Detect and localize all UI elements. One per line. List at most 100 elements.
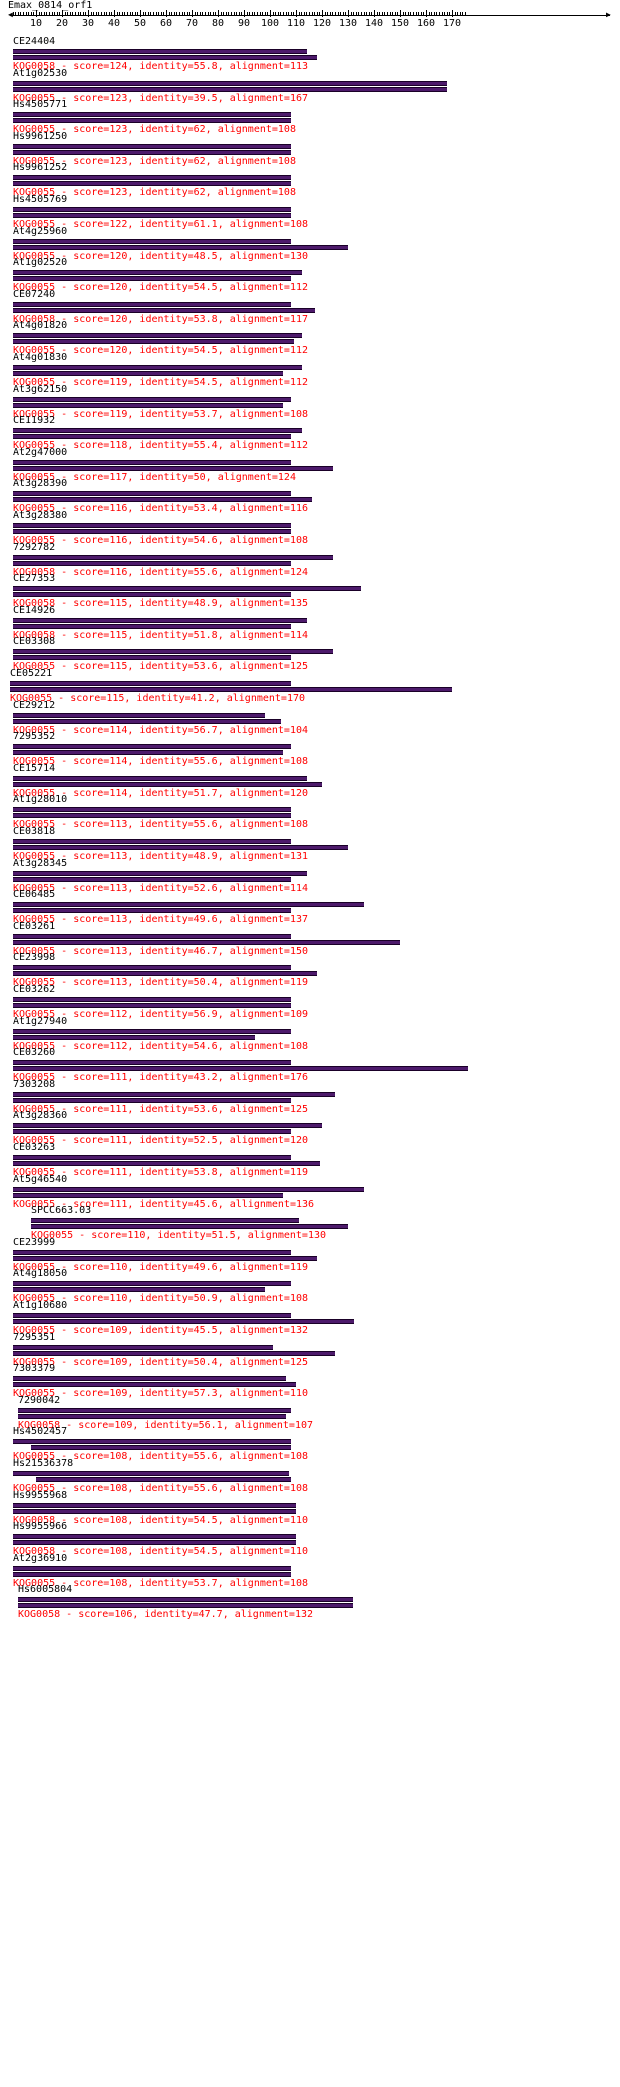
hit-info[interactable]: KOG0055 - score=118, identity=55.4, alig… [13, 440, 309, 451]
hit-name[interactable]: Hs9955966 [13, 1521, 68, 1532]
hit-name[interactable]: CE03308 [13, 636, 56, 647]
hit-info[interactable]: KOG0055 - score=115, identity=53.6, alig… [13, 661, 309, 672]
hit-name[interactable]: 7290042 [18, 1395, 61, 1406]
hit-info[interactable]: KOG0055 - score=115, identity=41.2, alig… [10, 693, 306, 704]
hit-info[interactable]: KOG0058 - score=124, identity=55.8, alig… [13, 61, 309, 72]
hit-name[interactable]: At3g28360 [13, 1110, 68, 1121]
hit-name[interactable]: At3g28345 [13, 858, 68, 869]
hit-name[interactable]: At1g02520 [13, 257, 68, 268]
hit-name[interactable]: At4g18050 [13, 1268, 68, 1279]
hit-info[interactable]: KOG0055 - score=113, identity=55.6, alig… [13, 819, 309, 830]
hit-name[interactable]: 7303379 [13, 1363, 56, 1374]
hit-info[interactable]: KOG0058 - score=106, identity=47.7, alig… [18, 1609, 314, 1620]
hit-name[interactable]: CE03260 [13, 1047, 56, 1058]
hit-info[interactable]: KOG0058 - score=108, identity=54.5, alig… [13, 1515, 309, 1526]
hit-info[interactable]: KOG0055 - score=117, identity=50, alignm… [13, 472, 296, 483]
hit-name[interactable]: At1g27940 [13, 1016, 68, 1027]
hit-info[interactable]: KOG0055 - score=109, identity=50.4, alig… [13, 1357, 309, 1368]
hit-info[interactable]: KOG0055 - score=111, identity=52.5, alig… [13, 1135, 309, 1146]
hit-info[interactable]: KOG0055 - score=111, identity=43.2, alig… [13, 1072, 309, 1083]
hit-name[interactable]: At4g25960 [13, 226, 68, 237]
hit-name[interactable]: At1g28010 [13, 794, 68, 805]
hit-name[interactable]: CE27353 [13, 573, 56, 584]
hit-info[interactable]: KOG0058 - score=120, identity=53.8, alig… [13, 314, 309, 325]
hit-info[interactable]: KOG0055 - score=123, identity=62, alignm… [13, 156, 296, 167]
hit-info[interactable]: KOG0055 - score=119, identity=54.5, alig… [13, 377, 309, 388]
hit-name[interactable]: Hs4505769 [13, 194, 68, 205]
hit-info[interactable]: KOG0055 - score=111, identity=53.8, alig… [13, 1167, 309, 1178]
hit-name[interactable]: 7303208 [13, 1079, 56, 1090]
hit-info[interactable]: KOG0055 - score=111, identity=45.6, alli… [13, 1199, 315, 1210]
hit-name[interactable]: CE23999 [13, 1237, 56, 1248]
hit-name[interactable]: Hs9961250 [13, 131, 68, 142]
hit-name[interactable]: CE05221 [10, 668, 53, 679]
hit-name[interactable]: Hs4505771 [13, 99, 68, 110]
hit-info[interactable]: KOG0055 - score=114, identity=55.6, alig… [13, 756, 309, 767]
hit-name[interactable]: CE24404 [13, 36, 56, 47]
hit-info[interactable]: KOG0055 - score=116, identity=54.6, alig… [13, 535, 309, 546]
hit-name[interactable]: Hs6005804 [18, 1584, 73, 1595]
hit-info[interactable]: KOG0055 - score=108, identity=55.6, alig… [13, 1451, 309, 1462]
hit-name[interactable]: At4g01820 [13, 320, 68, 331]
hit-name[interactable]: CE14926 [13, 605, 56, 616]
hit-name[interactable]: Hs4502457 [13, 1426, 68, 1437]
hit-name[interactable]: CE29212 [13, 700, 56, 711]
hit-name[interactable]: CE03261 [13, 921, 56, 932]
hit-info[interactable]: KOG0055 - score=122, identity=61.1, alig… [13, 219, 309, 230]
hit-info[interactable]: KOG0055 - score=123, identity=62, alignm… [13, 124, 296, 135]
hit-name[interactable]: 7295352 [13, 731, 56, 742]
hit-name[interactable]: Hs21536378 [13, 1458, 74, 1469]
hit-name[interactable]: CE03818 [13, 826, 56, 837]
hit-info[interactable]: KOG0055 - score=109, identity=45.5, alig… [13, 1325, 309, 1336]
hit-info[interactable]: KOG0058 - score=109, identity=56.1, alig… [18, 1420, 314, 1431]
hit-name[interactable]: 7295351 [13, 1332, 56, 1343]
hit-name[interactable]: At1g10680 [13, 1300, 68, 1311]
hit-name[interactable]: CE03263 [13, 1142, 56, 1153]
hit-info[interactable]: KOG0055 - score=110, identity=49.6, alig… [13, 1262, 309, 1273]
hit-info[interactable]: KOG0055 - score=108, identity=55.6, alig… [13, 1483, 309, 1494]
hit-name[interactable]: 7292782 [13, 542, 56, 553]
hit-name[interactable]: At2g36910 [13, 1553, 68, 1564]
hit-info[interactable]: KOG0055 - score=111, identity=53.6, alig… [13, 1104, 309, 1115]
hit-info[interactable]: KOG0055 - score=119, identity=53.7, alig… [13, 409, 309, 420]
hit-name[interactable]: At4g01830 [13, 352, 68, 363]
hit-info[interactable]: KOG0055 - score=113, identity=48.9, alig… [13, 851, 309, 862]
hit-info[interactable]: KOG0055 - score=120, identity=54.5, alig… [13, 282, 309, 293]
hit-name[interactable]: Hs9955968 [13, 1490, 68, 1501]
hit-info[interactable]: KOG0055 - score=114, identity=56.7, alig… [13, 725, 309, 736]
hit-info[interactable]: KOG0055 - score=116, identity=53.4, alig… [13, 503, 309, 514]
hit-info[interactable]: KOG0055 - score=113, identity=50.4, alig… [13, 977, 309, 988]
hit-info[interactable]: KOG0058 - score=108, identity=54.5, alig… [13, 1546, 309, 1557]
hit-info[interactable]: KOG0055 - score=114, identity=51.7, alig… [13, 788, 309, 799]
hit-info[interactable]: KOG0055 - score=110, identity=51.5, alig… [31, 1230, 327, 1241]
hit-name[interactable]: CE23998 [13, 952, 56, 963]
hit-info[interactable]: KOG0055 - score=113, identity=49.6, alig… [13, 914, 309, 925]
hit-name[interactable]: Hs9961252 [13, 162, 68, 173]
hit-info[interactable]: KOG0055 - score=108, identity=53.7, alig… [13, 1578, 309, 1589]
hit-name[interactable]: CE07240 [13, 289, 56, 300]
hit-name[interactable]: At3g62150 [13, 384, 68, 395]
hit-info[interactable]: KOG0055 - score=110, identity=50.9, alig… [13, 1293, 309, 1304]
hit-info[interactable]: KOG0055 - score=112, identity=56.9, alig… [13, 1009, 309, 1020]
hit-name[interactable]: CE15714 [13, 763, 56, 774]
hit-name[interactable]: At1g02530 [13, 68, 68, 79]
hit-info[interactable]: KOG0055 - score=113, identity=46.7, alig… [13, 946, 309, 957]
hit-name[interactable]: CE03262 [13, 984, 56, 995]
hit-info[interactable]: KOG0055 - score=109, identity=57.3, alig… [13, 1388, 309, 1399]
hit-name[interactable]: CE06485 [13, 889, 56, 900]
hit-name[interactable]: At2g47000 [13, 447, 68, 458]
hit-name[interactable]: At5g46540 [13, 1174, 68, 1185]
hit-info[interactable]: KOG0058 - score=115, identity=48.9, alig… [13, 598, 309, 609]
hit-name[interactable]: At3g28390 [13, 478, 68, 489]
hit-info[interactable]: KOG0055 - score=120, identity=54.5, alig… [13, 345, 309, 356]
hit-info[interactable]: KOG0055 - score=120, identity=48.5, alig… [13, 251, 309, 262]
hit-info[interactable]: KOG0058 - score=115, identity=51.8, alig… [13, 630, 309, 641]
hit-info[interactable]: KOG0055 - score=113, identity=52.6, alig… [13, 883, 309, 894]
hit-info[interactable]: KOG0058 - score=116, identity=55.6, alig… [13, 567, 309, 578]
hit-info[interactable]: KOG0055 - score=123, identity=62, alignm… [13, 187, 296, 198]
hit-name[interactable]: CE11932 [13, 415, 56, 426]
hit-info[interactable]: KOG0055 - score=123, identity=39.5, alig… [13, 93, 309, 104]
hit-info[interactable]: KOG0055 - score=112, identity=54.6, alig… [13, 1041, 309, 1052]
hit-name[interactable]: At3g28380 [13, 510, 68, 521]
hit-name[interactable]: SPCC663.03 [31, 1205, 92, 1216]
